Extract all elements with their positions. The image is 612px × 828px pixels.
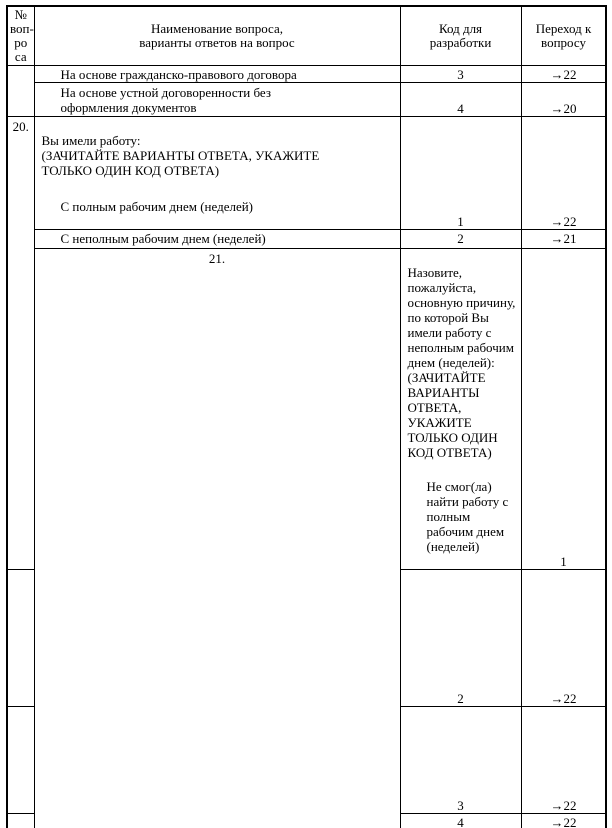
option-goto: →22 [520, 115, 607, 230]
question-text: Назовите, пожалуйста, основную причину, … [407, 264, 516, 460]
option-label: Не смог(ла) найти работу с полным рабочи… [426, 478, 509, 554]
option-code: 1 [520, 247, 607, 570]
option-goto: →22 [520, 568, 607, 707]
table-row: 21. Назовите, пожалуйста, основную причи… [7, 247, 607, 828]
header-question-name: Наименование вопроса, варианты ответов н… [33, 5, 401, 66]
table-row: С неполным рабочим днем (неделей) 2 →21 [7, 228, 607, 249]
option-code: 2 [399, 228, 522, 249]
option-label: На основе устной договоренности без офор… [33, 81, 401, 117]
question-cell: Вы имели работу: (ЗАЧИТАЙТЕ ВАРИАНТЫ ОТВ… [33, 115, 401, 230]
option-label: С неполным рабочим днем (неделей) [33, 228, 401, 249]
option-goto: →22 [520, 705, 607, 814]
questionnaire-table: № воп- ро са Наименование вопроса, вариа… [6, 5, 607, 828]
header-goto: Переход к вопросу [520, 5, 607, 66]
option-goto: →20 [520, 81, 607, 117]
header-code: Код для разработки [399, 5, 522, 66]
option-label: На основе гражданско-правового договора [33, 64, 401, 83]
option-label: Режим неполного рабочего дня (недели) вв… [6, 705, 35, 814]
header-question-number: № воп- ро са [6, 5, 35, 66]
option-code: 4 [399, 812, 522, 828]
question-text: Вы имели работу: (ЗАЧИТАЙТЕ ВАРИАНТЫ ОТВ… [41, 132, 320, 178]
table-row: На основе гражданско-правового договора … [6, 64, 607, 117]
table-row: 20. Вы имели работу: (ЗАЧИТАЙТЕ ВАРИАНТЫ… [6, 115, 607, 570]
option-code: 3 [399, 64, 522, 83]
option-goto: →22 [520, 64, 607, 83]
option-label: Состояние здоровья [6, 812, 35, 828]
option-label: С полным рабочим днем (неделей) [60, 198, 254, 214]
option-code: 4 [399, 81, 522, 117]
question-cell: Назовите, пожалуйста, основную причину, … [399, 247, 522, 570]
option-code: 2 [399, 568, 522, 707]
question-number-empty [6, 64, 35, 117]
table-row: На основе устной договоренности без офор… [7, 81, 607, 117]
option-code: 3 [399, 705, 522, 814]
option-goto: →21 [520, 228, 607, 249]
option-goto: →22 [520, 812, 607, 828]
question-number: 20. [6, 115, 35, 570]
header-row: № воп- ро са Наименование вопроса, вариа… [6, 5, 607, 66]
option-label: Не хотел(а) иметь работу с полным рабочи… [6, 568, 35, 707]
question-number: 21. [33, 247, 401, 828]
option-code: 1 [399, 115, 522, 230]
